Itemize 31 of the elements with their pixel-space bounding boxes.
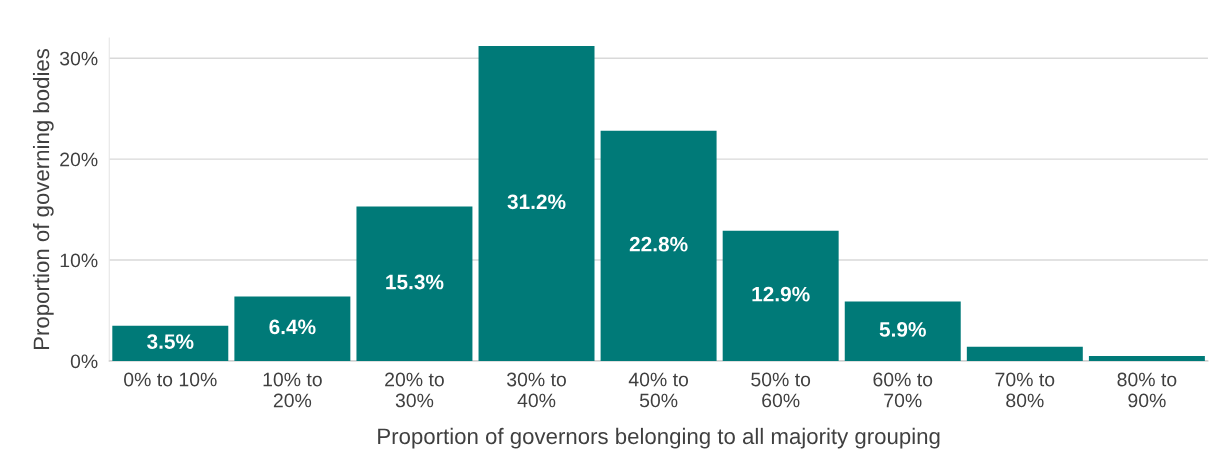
bar bbox=[112, 325, 229, 361]
x-tick-label: 60% to 70% bbox=[873, 372, 933, 408]
bar bbox=[234, 296, 351, 361]
bar bbox=[844, 301, 961, 361]
data-label: 5.9% bbox=[879, 322, 926, 337]
x-axis-title: Proportion of governors belonging to all majority grouping bbox=[378, 427, 940, 449]
bar bbox=[966, 346, 1083, 361]
data-label: 22.8% bbox=[629, 236, 688, 252]
y-axis-title: Proportion of governing bodies bbox=[32, 48, 54, 349]
y-tick-label: 20% bbox=[60, 152, 98, 167]
data-label: 3.5% bbox=[147, 334, 194, 349]
bar bbox=[1088, 355, 1205, 361]
x-tick-label: 10% to 20% bbox=[263, 372, 322, 408]
data-label: 6.4% bbox=[269, 319, 316, 335]
bar bbox=[600, 130, 717, 361]
data-label: 12.9% bbox=[752, 286, 810, 302]
x-tick-label: 0% to 10% bbox=[124, 372, 217, 387]
x-tick-label: 30% to 40% bbox=[507, 372, 566, 408]
x-tick-label: 70% to 80% bbox=[995, 372, 1055, 408]
data-label: 15.3% bbox=[386, 274, 444, 290]
x-tick-label: 20% to 30% bbox=[385, 372, 444, 408]
x-tick-label: 50% to 60% bbox=[751, 372, 811, 408]
bar bbox=[478, 46, 595, 361]
x-tick-label: 40% to 50% bbox=[628, 372, 689, 408]
y-tick-label: 0% bbox=[70, 354, 98, 369]
data-label: 31.2% bbox=[507, 194, 566, 210]
y-tick-label: 30% bbox=[59, 51, 98, 66]
y-tick-label: 10% bbox=[60, 253, 98, 268]
bar bbox=[722, 230, 839, 361]
x-tick-label: 80% to 90% bbox=[1117, 372, 1177, 408]
bar bbox=[356, 206, 473, 361]
